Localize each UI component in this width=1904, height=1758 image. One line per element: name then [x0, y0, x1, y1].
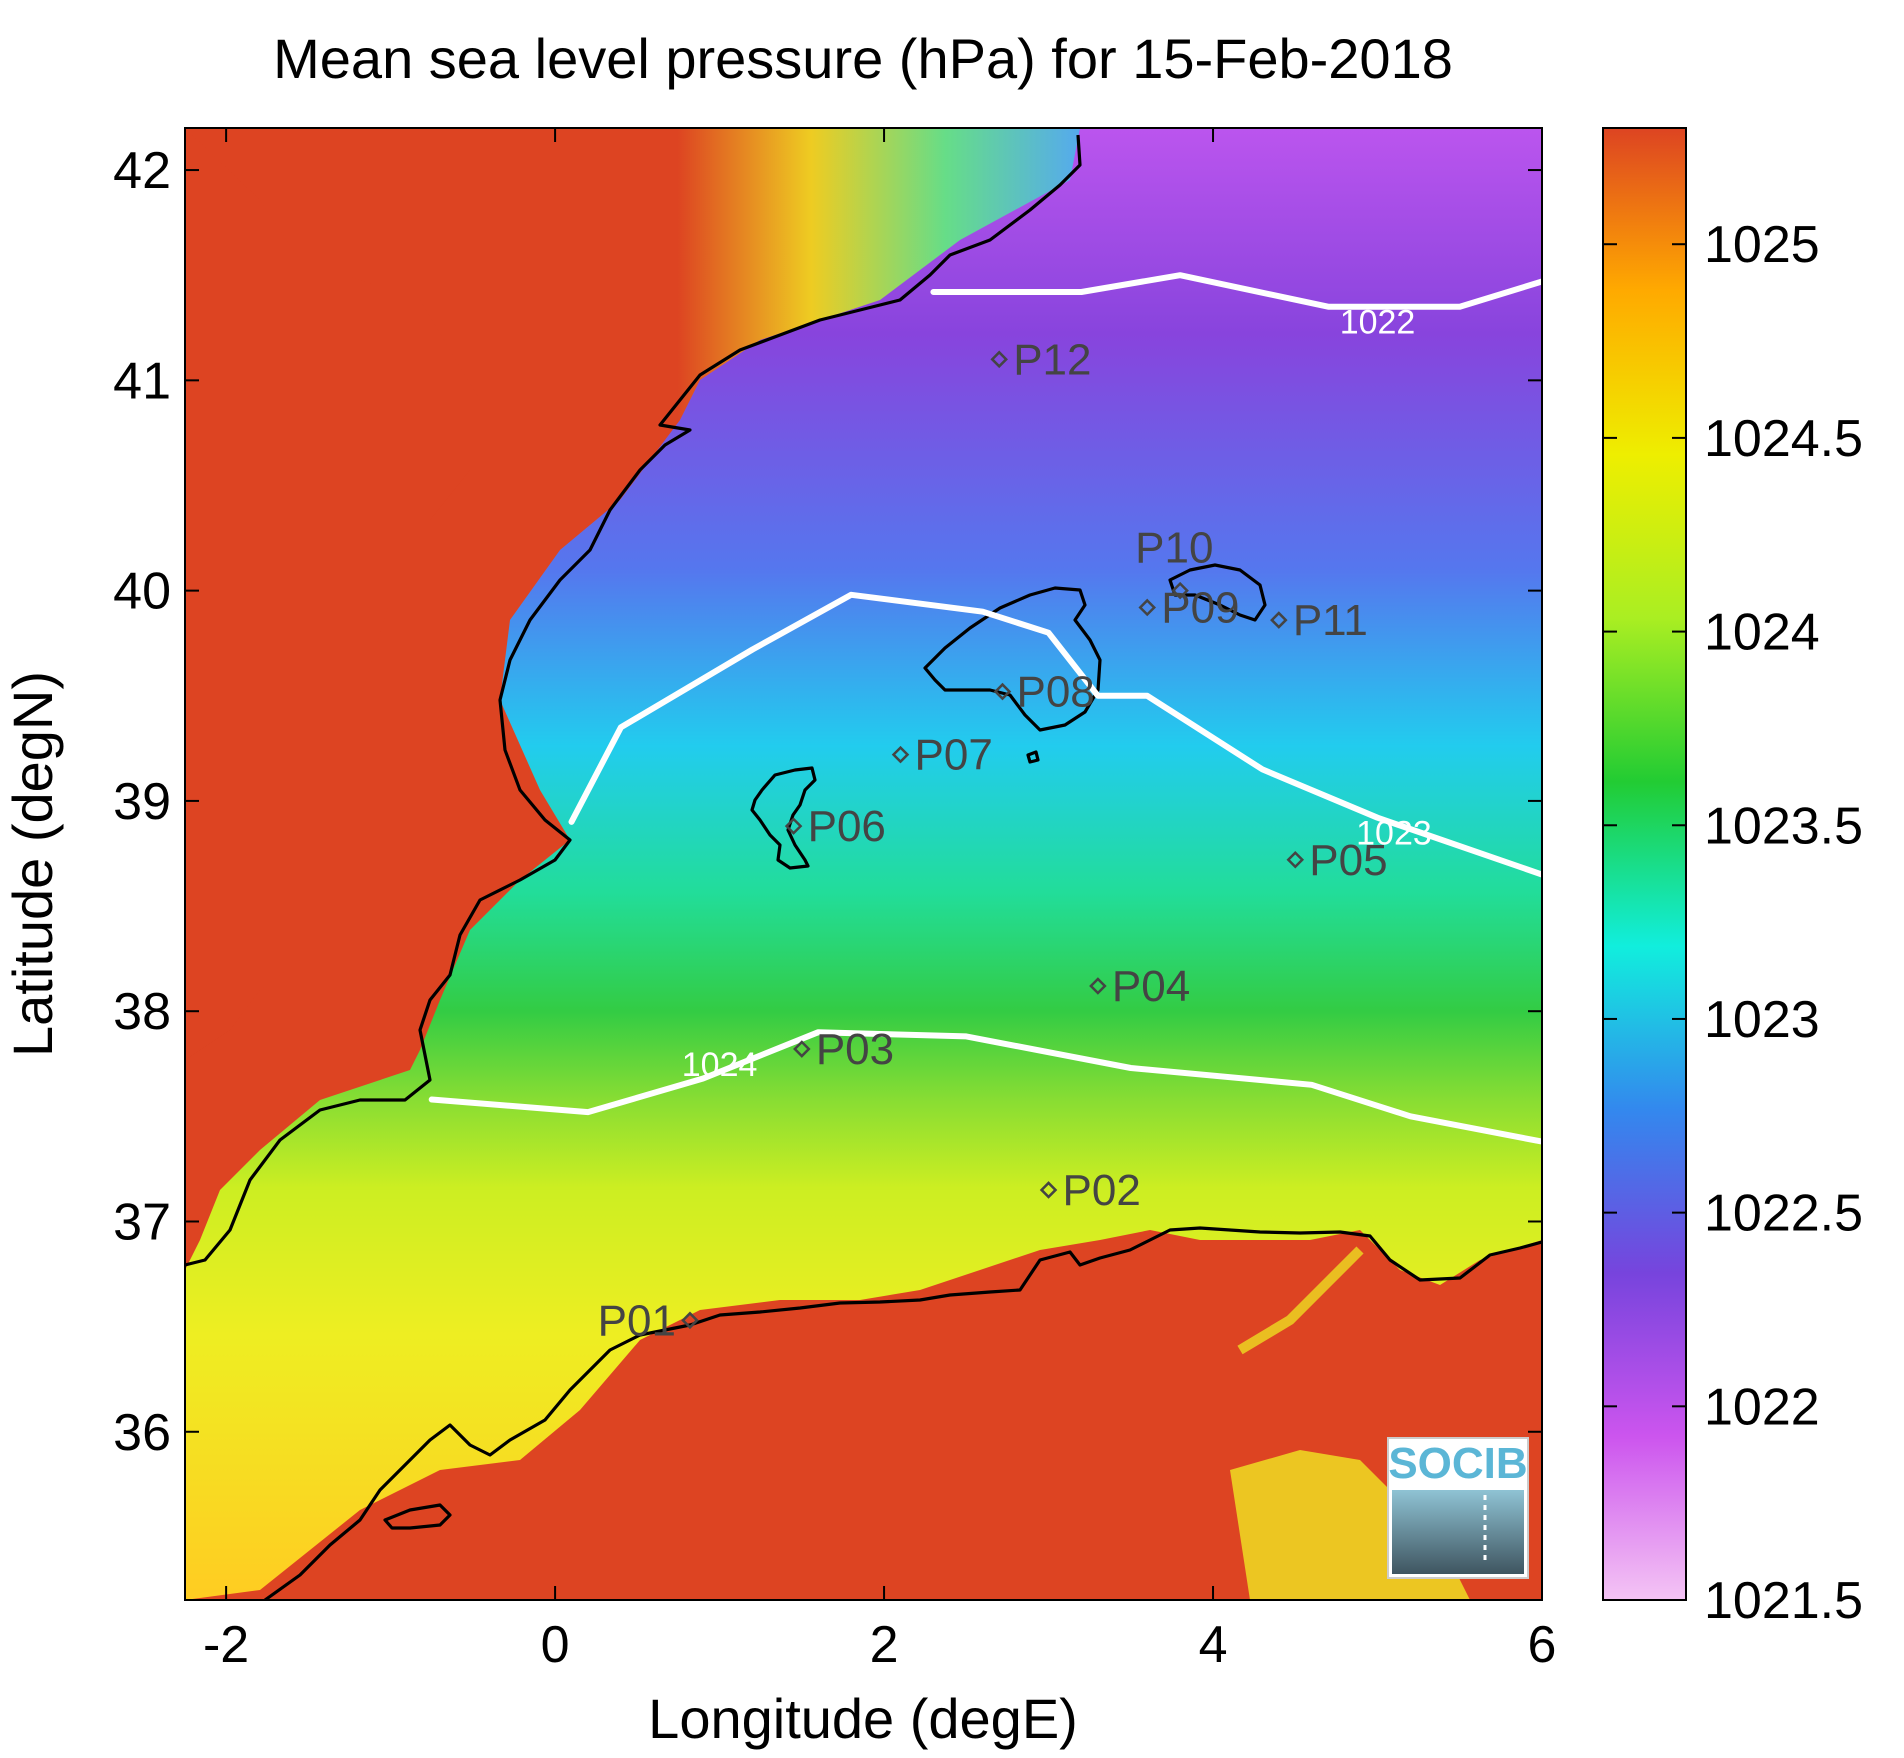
station-label: P05	[1309, 836, 1387, 885]
spain-coastline	[185, 134, 1082, 1267]
alboran-island-coastline	[383, 1503, 452, 1530]
station-marker	[1039, 1181, 1058, 1199]
station-label: P08	[1016, 668, 1094, 717]
contour-label-1024: 1024	[682, 1046, 758, 1084]
figure-title: Mean sea level pressure (hPa) for 15-Feb…	[273, 27, 1453, 90]
station-marker	[993, 682, 1012, 701]
x-tick-label: 6	[1528, 1616, 1557, 1674]
x-tick-label: 4	[1199, 1616, 1228, 1674]
station-marker	[1089, 977, 1107, 995]
coastlines	[185, 134, 1542, 1600]
y-tick-label: 41	[113, 352, 171, 410]
station-label: P12	[1013, 335, 1091, 384]
logo-water-image	[1392, 1490, 1524, 1574]
contour-line-1024	[428, 1029, 1542, 1145]
y-tick-label: 36	[113, 1404, 171, 1462]
contour-label-1022: 1022	[1340, 303, 1416, 341]
colorbar: 1021.5 1022 1022.5 1023 1023.5 1024 1024.5 1025	[1602, 127, 1863, 1630]
x-axis-label: Longitude (degE)	[648, 1687, 1078, 1750]
station-marker	[990, 350, 1008, 369]
plot-frame	[184, 127, 1543, 1601]
station-label: P03	[816, 1025, 894, 1074]
station-label: P04	[1112, 962, 1190, 1011]
station-label: P01	[598, 1296, 676, 1345]
colorbar-tick-label: 1022.5	[1704, 1185, 1863, 1243]
station-label: P07	[915, 731, 993, 780]
y-axis: 36 37 38 39 40 41 42	[113, 142, 1542, 1462]
station-label: P10	[1135, 524, 1213, 573]
colorbar-bar	[1602, 127, 1687, 1601]
station-marker	[784, 817, 803, 835]
logo-text: SOCIB	[1388, 1439, 1527, 1488]
ibiza-coastline	[750, 766, 817, 870]
y-tick-label: 38	[113, 983, 171, 1041]
contour-label-1023: 1023	[1356, 814, 1432, 852]
station-marker	[1270, 611, 1288, 629]
contour-line-1022	[930, 272, 1542, 310]
y-tick-label: 42	[113, 142, 171, 200]
x-tick-label: -2	[203, 1616, 249, 1674]
station-marker	[793, 1040, 811, 1058]
station-label: P11	[1293, 596, 1368, 645]
colorbar-tick-label: 1021.5	[1704, 1572, 1863, 1630]
station-marker	[1138, 598, 1157, 617]
colorbar-tick-label: 1022	[1704, 1378, 1820, 1436]
y-axis-label: Latitude (degN)	[1, 671, 64, 1057]
colorbar-tick-label: 1023.5	[1704, 797, 1863, 855]
y-tick-label: 39	[113, 773, 171, 831]
mallorca-coastline	[923, 586, 1102, 732]
map-plot-area	[185, 128, 1542, 1600]
colorbar-ticks: 1021.5 1022 1022.5 1023 1023.5 1024 1024.5 1025	[1603, 216, 1863, 1630]
north-africa-land-field	[185, 1230, 1542, 1600]
x-tick-label: 0	[541, 1616, 570, 1674]
station-marker	[891, 745, 910, 764]
y-tick-label: 40	[113, 563, 171, 621]
contour-line-1023	[568, 591, 1542, 878]
y-tick-label: 37	[113, 1193, 171, 1251]
x-axis: -2 0 2 4 6	[203, 128, 1556, 1674]
colorbar-tick-label: 1024	[1704, 604, 1820, 662]
colorbar-tick-label: 1023	[1704, 991, 1820, 1049]
x-tick-label: 2	[870, 1616, 899, 1674]
inland-red-region	[185, 128, 480, 1060]
menorca-coastline	[1168, 563, 1267, 622]
station-label: P02	[1063, 1166, 1141, 1215]
station-label: P06	[808, 802, 886, 851]
socib-logo: SOCIB	[1387, 1437, 1529, 1579]
colorbar-tick-label: 1025	[1704, 216, 1820, 274]
station-marker	[1171, 581, 1189, 600]
station-marker	[681, 1311, 699, 1330]
contour-lines: 1022 1023 1024	[428, 272, 1542, 1145]
north-africa-yellow-streak	[1237, 1246, 1364, 1355]
colorbar-tick-label: 1024.5	[1704, 410, 1863, 468]
cabrera-coastline	[1026, 750, 1040, 764]
africa-coastline	[264, 1226, 1542, 1600]
station-marker	[1286, 851, 1305, 869]
